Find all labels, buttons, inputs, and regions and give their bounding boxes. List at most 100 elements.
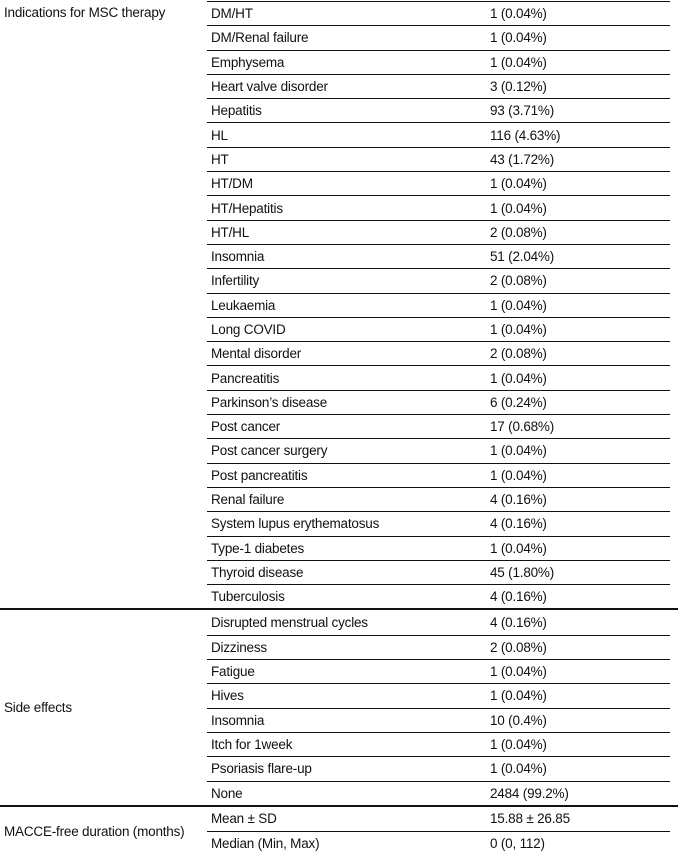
row-label: Post cancer bbox=[211, 419, 281, 435]
section-label: Side effects bbox=[4, 700, 72, 716]
row-value: 1 (0.04%) bbox=[490, 30, 547, 46]
row-label: Thyroid disease bbox=[211, 564, 304, 580]
row-label: Hepatitis bbox=[211, 103, 262, 119]
row-value: 1 (0.04%) bbox=[490, 6, 547, 22]
table-row: System lupus erythematosus 4 (0.16%) bbox=[207, 511, 670, 535]
table-row: Heart valve disorder 3 (0.12%) bbox=[207, 73, 670, 98]
row-label: Parkinson’s disease bbox=[211, 394, 328, 410]
row-value: 1 (0.04%) bbox=[490, 54, 547, 70]
table-row: Hives 1 (0.04%) bbox=[207, 683, 670, 707]
row-value: 4 (0.16%) bbox=[490, 516, 547, 532]
row-label: Post cancer surgery bbox=[211, 443, 328, 459]
table-row: Thyroid disease 45 (1.80%) bbox=[207, 559, 670, 584]
row-label: Mental disorder bbox=[211, 346, 302, 362]
table-row: HT/Hepatitis 1 (0.04%) bbox=[207, 195, 670, 219]
table-row: Mean ± SD 15.88 ± 26.85 bbox=[207, 807, 670, 831]
table-row: Leukaemia 1 (0.04%) bbox=[207, 292, 670, 317]
row-value: 15.88 ± 26.85 bbox=[490, 811, 570, 827]
row-value: 1 (0.04%) bbox=[490, 322, 547, 337]
table-row: Psoriasis flare-up 1 (0.04%) bbox=[207, 756, 670, 780]
row-value: 4 (0.16%) bbox=[490, 615, 547, 631]
table-row: Hepatitis 93 (3.71%) bbox=[207, 98, 670, 122]
row-value: 3 (0.12%) bbox=[490, 79, 547, 95]
row-label: HT/HL bbox=[211, 224, 250, 240]
row-label: HT/Hepatitis bbox=[211, 200, 283, 216]
section-rows: DM/HT 1 (0.04%) DM/Renal failure 1 (0.04%) E… bbox=[207, 1, 670, 608]
table-row: None 2484 (99.2%) bbox=[207, 780, 670, 805]
row-label: Tuberculosis bbox=[211, 589, 285, 605]
row-value: 93 (3.71%) bbox=[490, 103, 555, 119]
row-label: Type-1 diabetes bbox=[211, 540, 305, 556]
row-value: 1 (0.04%) bbox=[490, 443, 547, 459]
row-label: Infertility bbox=[211, 273, 260, 289]
row-value: 10 (0.4%) bbox=[490, 712, 547, 728]
table-row: Insomnia 51 (2.04%) bbox=[207, 243, 670, 268]
row-label: HT/DM bbox=[211, 176, 253, 192]
row-label: DM/HT bbox=[211, 6, 253, 22]
row-value: 4 (0.16%) bbox=[490, 492, 547, 508]
table-row: Post pancreatitis 1 (0.04%) bbox=[207, 462, 670, 487]
row-value: 4 (0.16%) bbox=[490, 589, 547, 605]
row-label: Median (Min, Max) bbox=[211, 836, 320, 852]
row-value: 2 (0.08%) bbox=[490, 346, 547, 362]
row-value: 1 (0.04%) bbox=[490, 176, 547, 192]
row-value: 6 (0.24%) bbox=[490, 394, 547, 410]
row-label: System lupus erythematosus bbox=[211, 516, 380, 532]
row-value: 45 (1.80%) bbox=[490, 564, 555, 580]
row-value: 2 (0.08%) bbox=[490, 224, 547, 240]
row-label: Leukaemia bbox=[211, 297, 276, 313]
table-row: Type-1 diabetes 1 (0.04%) bbox=[207, 535, 670, 560]
section-label-cell: Side effects bbox=[0, 610, 207, 804]
table-row: Disrupted menstrual cycles 4 (0.16%) bbox=[207, 610, 670, 634]
row-label: Insomnia bbox=[211, 712, 265, 728]
table-section: MACCE-free duration (months) Mean ± SD 15.… bbox=[0, 804, 678, 855]
row-value: 1 (0.04%) bbox=[490, 370, 547, 386]
table-row: Mental disorder 2 (0.08%) bbox=[207, 341, 670, 365]
row-value: 2 (0.08%) bbox=[490, 273, 547, 289]
row-label: Disrupted menstrual cycles bbox=[211, 615, 368, 631]
table-row: Long COVID 1 (0.04%) bbox=[207, 316, 670, 341]
row-value: 2 (0.08%) bbox=[490, 639, 547, 655]
table-row: DM/Renal failure 1 (0.04%) bbox=[207, 25, 670, 49]
section-label-cell: MACCE-free duration (months) bbox=[0, 807, 207, 855]
table-row: HT 43 (1.72%) bbox=[207, 146, 670, 171]
row-label: HT bbox=[211, 151, 229, 167]
section-label: Indications for MSC therapy bbox=[4, 5, 166, 20]
table-row: Emphysema 1 (0.04%) bbox=[207, 49, 670, 74]
row-value: 17 (0.68%) bbox=[490, 419, 555, 435]
row-value: 1 (0.04%) bbox=[490, 467, 547, 483]
row-value: 1 (0.04%) bbox=[490, 761, 547, 777]
table-row: Dizziness 2 (0.08%) bbox=[207, 634, 670, 659]
row-label: HL bbox=[211, 127, 228, 143]
section-label: MACCE-free duration (months) bbox=[4, 823, 185, 839]
row-value: 1 (0.04%) bbox=[490, 540, 547, 556]
row-value: 51 (2.04%) bbox=[490, 249, 555, 265]
row-label: Dizziness bbox=[211, 639, 267, 655]
row-value: 116 (4.63%) bbox=[490, 127, 561, 143]
section-label-cell: Indications for MSC therapy bbox=[0, 1, 207, 608]
table-row: HT/HL 2 (0.08%) bbox=[207, 219, 670, 244]
table-row: Post cancer surgery 1 (0.04%) bbox=[207, 438, 670, 462]
table-row: Insomnia 10 (0.4%) bbox=[207, 707, 670, 732]
row-value: 1 (0.04%) bbox=[490, 297, 547, 313]
row-label: Hives bbox=[211, 688, 244, 704]
row-value: 1 (0.04%) bbox=[490, 664, 547, 680]
row-label: Insomnia bbox=[211, 249, 265, 265]
table-row: Fatigue 1 (0.04%) bbox=[207, 659, 670, 683]
row-label: Itch for 1week bbox=[211, 737, 293, 753]
row-label: Fatigue bbox=[211, 664, 255, 680]
row-value: 43 (1.72%) bbox=[490, 151, 555, 167]
row-label: Pancreatitis bbox=[211, 370, 280, 386]
row-label: DM/Renal failure bbox=[211, 30, 309, 46]
row-value: 0 (0, 112) bbox=[490, 836, 545, 852]
row-value: 1 (0.04%) bbox=[490, 688, 547, 704]
table-row: HT/DM 1 (0.04%) bbox=[207, 171, 670, 195]
table-row: Parkinson’s disease 6 (0.24%) bbox=[207, 389, 670, 414]
table-row: Infertility 2 (0.08%) bbox=[207, 268, 670, 292]
section-rows: Disrupted menstrual cycles 4 (0.16%) Dizzi… bbox=[207, 610, 670, 804]
row-label: Long COVID bbox=[211, 322, 286, 337]
row-label: Renal failure bbox=[211, 492, 285, 508]
table-row: Median (Min, Max) 0 (0, 112) bbox=[207, 831, 670, 855]
